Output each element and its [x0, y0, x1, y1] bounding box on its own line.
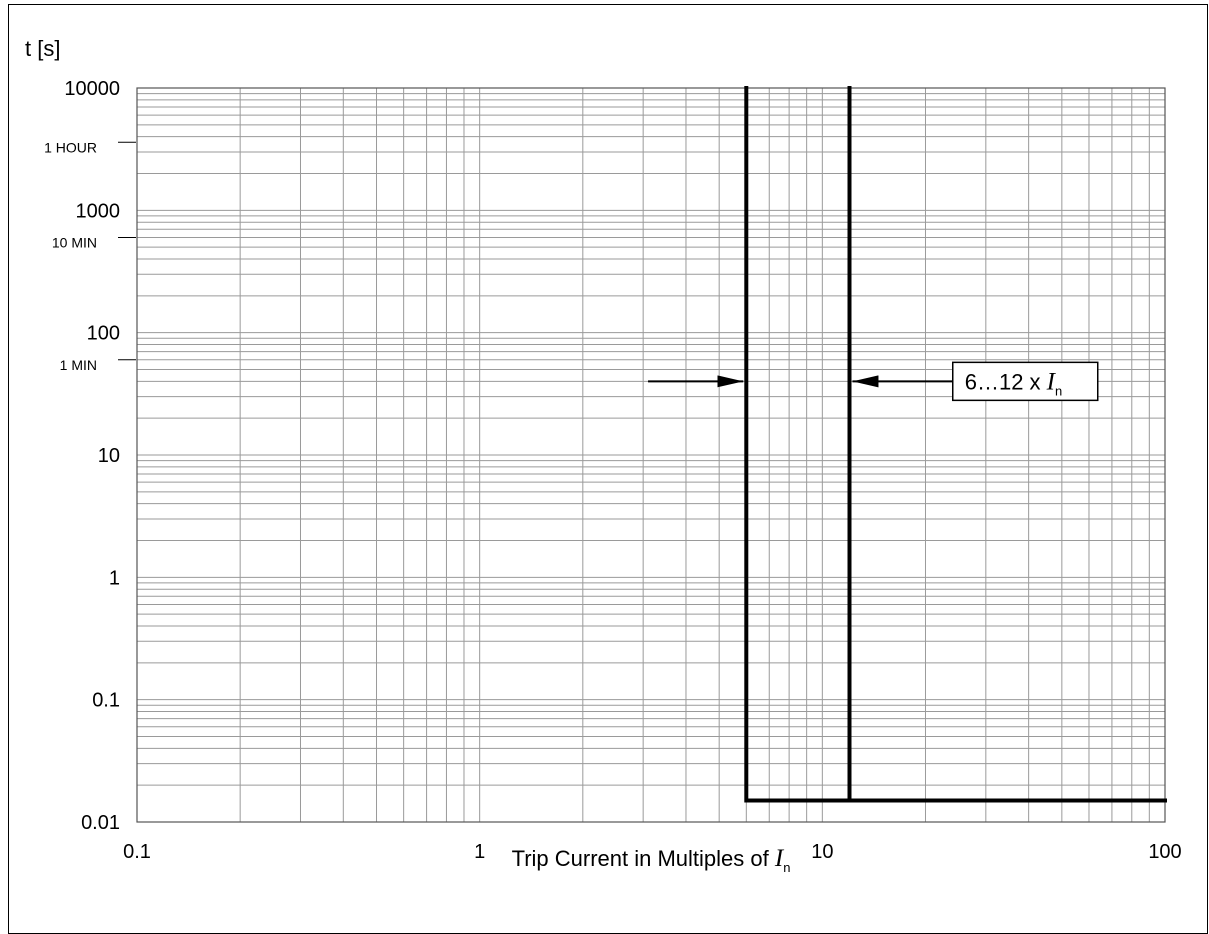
y-tick-label: 10 [98, 445, 120, 467]
y-tick-label: 100 [87, 323, 120, 345]
y-tick-label: 10000 [64, 78, 120, 100]
x-tick-label: 10 [811, 841, 833, 863]
y-axis-title: t [s] [25, 36, 60, 61]
y-tick-label: 0.01 [81, 812, 120, 834]
annotation-symbol: I [1046, 368, 1057, 395]
x-axis-title-symbol: I [774, 845, 785, 872]
time-marker-label: 1 HOUR [44, 139, 97, 155]
annotation-box [951, 361, 1099, 402]
annotation-text: 6…12 x [965, 369, 1047, 394]
annotation-label: 6…12 x In [965, 368, 1062, 398]
x-axis-title: Trip Current in Multiples of In [512, 845, 791, 875]
x-axis-ticks: 0.1 1 10 100 [123, 841, 1182, 863]
x-axis-title-text: Trip Current in Multiples of [512, 846, 775, 871]
x-axis-title-subscript: n [783, 860, 790, 875]
time-markers: 1 MIN 10 MIN 1 HOUR [44, 139, 136, 373]
x-tick-label: 1 [474, 841, 485, 863]
time-marker-label: 1 MIN [60, 357, 97, 373]
y-tick-label: 0.1 [92, 690, 120, 712]
x-tick-label: 0.1 [123, 841, 151, 863]
annotation: 6…12 x In [648, 361, 1099, 402]
y-tick-label: 1000 [76, 200, 121, 222]
annotation-subscript: n [1055, 383, 1062, 398]
grid [136, 87, 1166, 823]
plot-area [136, 87, 1166, 823]
y-tick-label: 1 [109, 567, 120, 589]
series-line [744, 86, 1167, 803]
x-tick-label: 100 [1148, 841, 1181, 863]
y-axis-ticks: 0.01 0.1 1 10 100 1000 10000 [64, 78, 120, 834]
series-group [744, 86, 1167, 803]
time-marker-label: 10 MIN [52, 234, 97, 250]
